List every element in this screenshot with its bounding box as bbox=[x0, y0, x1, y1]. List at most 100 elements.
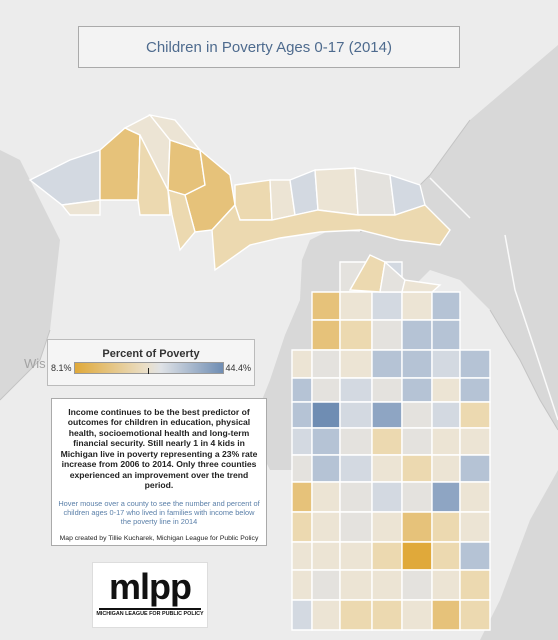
county-polygon-lp-8-4[interactable] bbox=[371, 454, 403, 483]
county-polygon-lp-2-3[interactable] bbox=[339, 291, 373, 321]
county-polygon-up-15[interactable] bbox=[148, 113, 203, 152]
county-polygon-lp-11-4[interactable] bbox=[371, 541, 403, 571]
county-polygon-lp-5-6[interactable] bbox=[431, 377, 461, 403]
info-panel: Income continues to be the best predicto… bbox=[51, 398, 267, 546]
county-polygon-lp-12-1[interactable] bbox=[291, 569, 313, 601]
county-polygon-lp-13-6[interactable] bbox=[431, 599, 461, 631]
county-polygon-lp-11-3[interactable] bbox=[339, 541, 373, 571]
county-polygon-lp-8-6[interactable] bbox=[431, 454, 461, 483]
county-polygon-lp-5-1[interactable] bbox=[291, 377, 313, 403]
county-polygon-up-12[interactable] bbox=[354, 167, 396, 216]
county-polygon-lp-3-5[interactable] bbox=[401, 319, 433, 351]
county-polygon-up-7[interactable] bbox=[167, 189, 196, 252]
county-polygon-lp-12-7[interactable] bbox=[459, 569, 491, 601]
county-polygon-lp-12-5[interactable] bbox=[401, 569, 433, 601]
county-polygon-lp-6-1[interactable] bbox=[291, 401, 313, 429]
county-polygon-lp-2-5[interactable] bbox=[401, 291, 433, 321]
county-polygon-lp-10-3[interactable] bbox=[339, 511, 373, 543]
county-polygon-lp-3-2[interactable] bbox=[311, 319, 341, 351]
county-polygon-lp-9-6[interactable] bbox=[431, 481, 461, 513]
legend-title: Percent of Poverty bbox=[102, 348, 200, 360]
county-polygon-lp-10-2[interactable] bbox=[311, 511, 341, 543]
county-polygon-lp-4-5[interactable] bbox=[401, 349, 433, 379]
county-polygon-lp-10-6[interactable] bbox=[431, 511, 461, 543]
county-polygon-lp-7-6[interactable] bbox=[431, 427, 461, 456]
county-polygon-lp-11-2[interactable] bbox=[311, 541, 341, 571]
county-polygon-lp-5-7[interactable] bbox=[459, 377, 491, 403]
county-polygon-lp-11-6[interactable] bbox=[431, 541, 461, 571]
legend-color-ramp bbox=[74, 362, 224, 374]
county-polygon-up-14[interactable] bbox=[211, 203, 451, 272]
county-polygon-lp-6-3[interactable] bbox=[339, 401, 373, 429]
county-polygon-up-16[interactable] bbox=[60, 199, 101, 216]
county-polygon-lp-8-3[interactable] bbox=[339, 454, 373, 483]
county-polygon-lp-13-5[interactable] bbox=[401, 599, 433, 631]
county-polygon-lp-7-3[interactable] bbox=[339, 427, 373, 456]
county-polygon-lp-4-2[interactable] bbox=[311, 349, 341, 379]
county-polygon-lp-6-5[interactable] bbox=[401, 401, 433, 429]
county-polygon-lp-10-7[interactable] bbox=[459, 511, 491, 543]
county-polygon-up-4[interactable] bbox=[137, 134, 171, 216]
logo-subtitle: MICHIGAN LEAGUE FOR PUBLIC POLICY bbox=[96, 611, 204, 617]
county-polygon-lp-2-4[interactable] bbox=[371, 291, 403, 321]
county-polygon-lp-10-4[interactable] bbox=[371, 511, 403, 543]
legend-max-label: 44.4% bbox=[225, 363, 251, 373]
county-polygon-lp-6-6[interactable] bbox=[431, 401, 461, 429]
county-polygon-lp-2-6[interactable] bbox=[431, 291, 461, 321]
county-polygon-lp-7-5[interactable] bbox=[401, 427, 433, 456]
county-polygon-lp-13-7[interactable] bbox=[459, 599, 491, 631]
county-polygon-lp-10-1[interactable] bbox=[291, 511, 313, 543]
county-polygon-lp-4-7[interactable] bbox=[459, 349, 491, 379]
county-polygon-lp-9-2[interactable] bbox=[311, 481, 341, 513]
county-polygon-lp-11-1[interactable] bbox=[291, 541, 313, 571]
county-polygon-lp-13-1[interactable] bbox=[291, 599, 313, 631]
county-polygon-lp-6-7[interactable] bbox=[459, 401, 491, 429]
county-polygon-lp-3-3[interactable] bbox=[339, 319, 373, 351]
county-polygon-lp-5-2[interactable] bbox=[311, 377, 341, 403]
credit-text: Map created by Tillie Kucharek, Michigan… bbox=[59, 534, 259, 542]
county-polygon-lp-13-4[interactable] bbox=[371, 599, 403, 631]
county-polygon-lp-7-1[interactable] bbox=[291, 427, 313, 456]
county-polygon-lp-7-2[interactable] bbox=[311, 427, 341, 456]
county-polygon-lp-9-1[interactable] bbox=[291, 481, 313, 513]
county-polygon-lp-3-6[interactable] bbox=[431, 319, 461, 351]
county-polygon-lp-11-5[interactable] bbox=[401, 541, 433, 571]
county-polygon-lp-10-5[interactable] bbox=[401, 511, 433, 543]
county-polygon-lp-4-6[interactable] bbox=[431, 349, 461, 379]
county-polygon-lp-5-4[interactable] bbox=[371, 377, 403, 403]
county-polygon-lp-13-2[interactable] bbox=[311, 599, 341, 631]
county-polygon-up-6[interactable] bbox=[184, 148, 236, 233]
county-polygon-lp-9-5[interactable] bbox=[401, 481, 433, 513]
county-polygon-lp-3-4[interactable] bbox=[371, 319, 403, 351]
county-polygon-up-11[interactable] bbox=[314, 167, 359, 216]
county-polygon-lp-9-4[interactable] bbox=[371, 481, 403, 513]
basemap-label-wisconsin: Wis bbox=[24, 356, 46, 371]
county-polygon-lp-12-3[interactable] bbox=[339, 569, 373, 601]
county-polygon-lp-8-2[interactable] bbox=[311, 454, 341, 483]
county-polygon-lp-12-6[interactable] bbox=[431, 569, 461, 601]
county-polygon-lp-9-3[interactable] bbox=[339, 481, 373, 513]
map-title: Children in Poverty Ages 0-17 (2014) bbox=[146, 38, 392, 56]
county-polygon-lp-8-1[interactable] bbox=[291, 454, 313, 483]
county-polygon-lp-12-4[interactable] bbox=[371, 569, 403, 601]
county-polygon-lp-13-3[interactable] bbox=[339, 599, 373, 631]
county-polygon-lp-11-7[interactable] bbox=[459, 541, 491, 571]
county-polygon-lp-4-1[interactable] bbox=[291, 349, 313, 379]
county-polygon-lp-8-5[interactable] bbox=[401, 454, 433, 483]
county-polygon-up-8[interactable] bbox=[234, 179, 273, 221]
county-polygons[interactable] bbox=[28, 113, 491, 631]
county-polygon-lp-5-5[interactable] bbox=[401, 377, 433, 403]
county-polygon-lp-7-4[interactable] bbox=[371, 427, 403, 456]
county-polygon-lp-2-2[interactable] bbox=[311, 291, 341, 321]
county-polygon-lp-12-2[interactable] bbox=[311, 569, 341, 601]
county-polygon-lp-5-3[interactable] bbox=[339, 377, 373, 403]
county-polygon-lp-9-7[interactable] bbox=[459, 481, 491, 513]
county-polygon-lp-tip-c[interactable] bbox=[401, 279, 442, 293]
county-polygon-lp-4-3[interactable] bbox=[339, 349, 373, 379]
county-polygon-lp-6-4[interactable] bbox=[371, 401, 403, 429]
state-boundary-line bbox=[429, 177, 558, 421]
county-polygon-lp-8-7[interactable] bbox=[459, 454, 491, 483]
county-polygon-lp-7-7[interactable] bbox=[459, 427, 491, 456]
county-polygon-lp-6-2[interactable] bbox=[311, 401, 341, 429]
county-polygon-lp-4-4[interactable] bbox=[371, 349, 403, 379]
